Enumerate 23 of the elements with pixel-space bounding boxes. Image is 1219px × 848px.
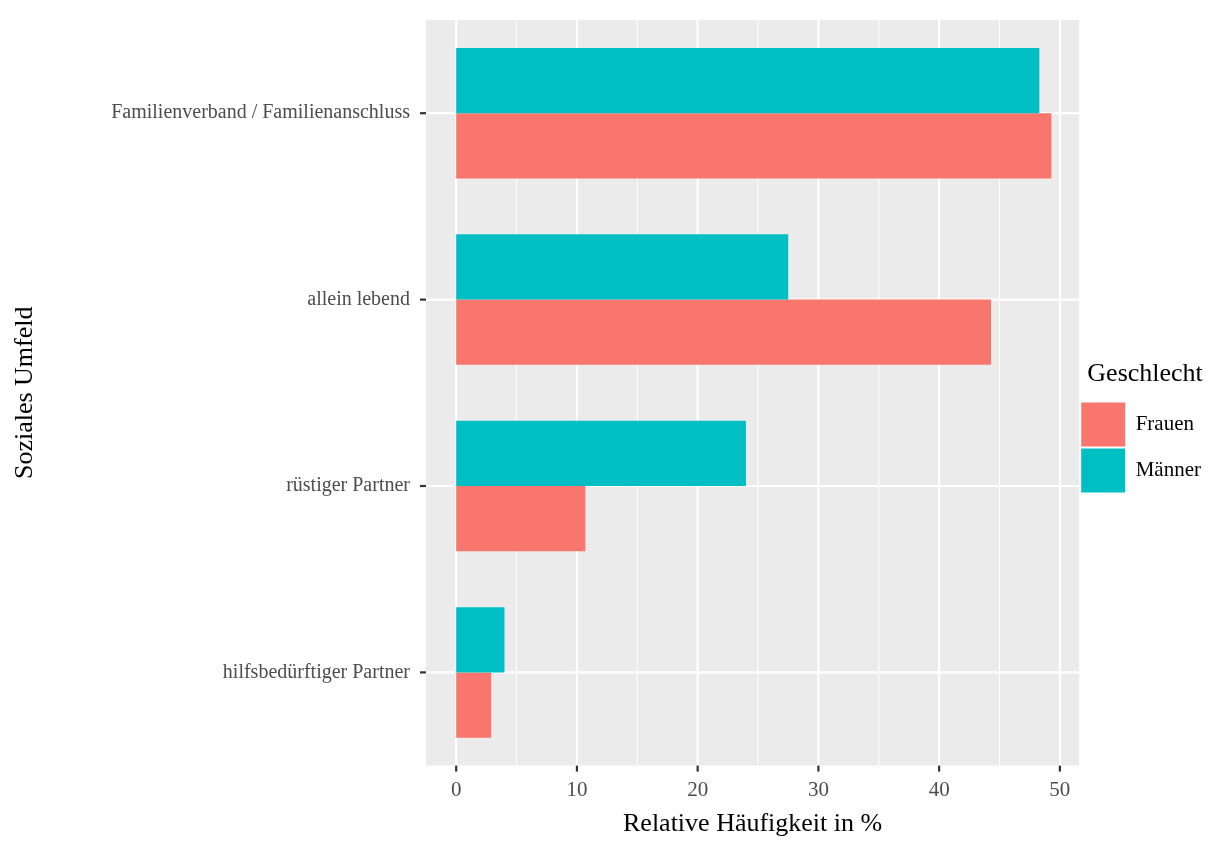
bar — [456, 234, 789, 300]
y-tick-label: Familienverband / Familienanschluss — [111, 100, 411, 123]
bar — [456, 672, 492, 738]
bar — [456, 486, 586, 552]
bar — [456, 113, 1052, 179]
x-tick-label: 50 — [1049, 776, 1071, 801]
x-axis-title: Relative Häufigkeit in % — [622, 808, 883, 838]
y-axis-title: Soziales Umfeld — [9, 306, 39, 480]
y-tick-label: allein lebend — [307, 286, 410, 309]
legend-label: Frauen — [1135, 411, 1195, 436]
x-tick-label: 20 — [687, 776, 709, 801]
legend-title: Geschlecht — [1087, 358, 1204, 388]
y-tick-label: rüstiger Partner — [286, 473, 411, 497]
x-tick-label: 30 — [807, 776, 829, 801]
legend-label: Männer — [1135, 457, 1202, 482]
y-tick-label: hilfsbedürftiger Partner — [222, 659, 411, 683]
x-tick-label: 10 — [566, 776, 588, 801]
bar — [456, 420, 746, 486]
bar — [456, 607, 505, 673]
bar — [456, 299, 992, 365]
x-tick-label: 0 — [450, 776, 462, 801]
bar — [456, 47, 1040, 114]
x-tick-label: 40 — [928, 776, 950, 801]
